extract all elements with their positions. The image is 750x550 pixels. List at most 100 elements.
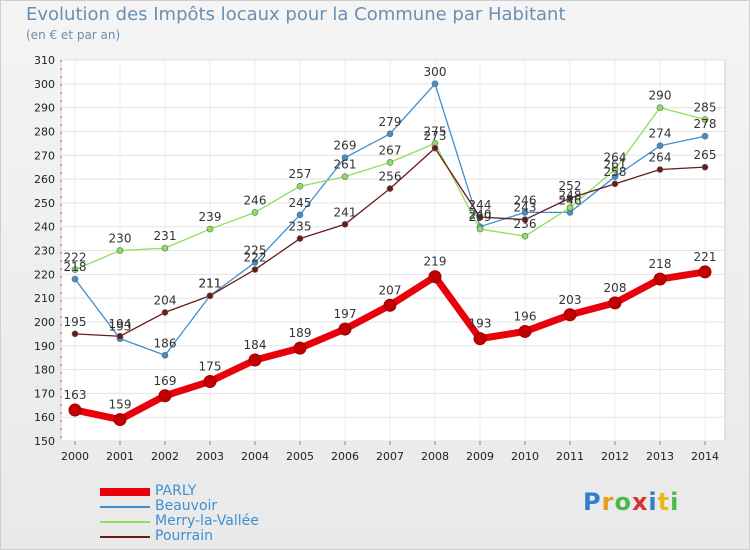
data-label: 269 — [334, 139, 357, 153]
data-point — [431, 80, 439, 88]
y-tick-label: 190 — [34, 340, 55, 353]
data-label: 221 — [694, 250, 717, 264]
data-label: 196 — [514, 309, 537, 323]
legend-swatch — [100, 488, 150, 496]
y-tick-label: 180 — [34, 364, 55, 377]
x-tick-label: 2011 — [556, 450, 584, 463]
data-point — [608, 296, 622, 310]
y-tick-label: 260 — [34, 173, 55, 186]
data-point — [566, 204, 574, 211]
y-tick-label: 280 — [34, 125, 55, 138]
proxiti-logo: Proxiti — [583, 488, 680, 516]
data-point — [611, 166, 619, 173]
data-point — [476, 225, 484, 233]
data-label: 244 — [469, 198, 492, 212]
data-label: 241 — [334, 205, 357, 219]
y-tick-label: 210 — [34, 292, 55, 305]
data-point — [116, 247, 124, 254]
data-point — [338, 322, 352, 336]
x-tick-label: 2006 — [331, 450, 359, 463]
y-tick-label: 230 — [34, 245, 55, 258]
legend-label: Beauvoir — [155, 498, 218, 514]
data-point — [611, 173, 619, 180]
data-point — [656, 104, 664, 111]
data-point — [428, 270, 442, 284]
x-tick-label: 2002 — [151, 450, 179, 463]
data-point — [71, 330, 79, 338]
data-label: 231 — [154, 229, 177, 243]
data-point — [563, 308, 577, 322]
legend-label: Pourrain — [155, 528, 213, 544]
data-label: 204 — [154, 293, 177, 307]
data-label: 218 — [64, 260, 87, 274]
data-point — [251, 259, 259, 266]
data-label: 222 — [244, 251, 267, 265]
data-point — [476, 213, 484, 221]
data-label: 264 — [604, 151, 627, 165]
data-label: 278 — [694, 117, 717, 131]
data-label: 239 — [469, 210, 492, 224]
data-label: 285 — [694, 101, 717, 115]
data-label: 208 — [604, 281, 627, 295]
data-point — [161, 351, 169, 359]
data-label: 274 — [649, 127, 672, 141]
x-tick-label: 2012 — [601, 450, 629, 463]
y-tick-label: 240 — [34, 221, 55, 234]
x-tick-label: 2013 — [646, 450, 674, 463]
data-label: 211 — [199, 277, 222, 291]
data-point — [518, 324, 532, 338]
data-point — [521, 216, 529, 223]
data-point — [521, 232, 529, 240]
data-label: 261 — [604, 158, 627, 172]
legend-label: PARLY — [155, 483, 197, 499]
data-point — [341, 221, 349, 228]
data-label: 203 — [559, 293, 582, 307]
data-point — [248, 353, 262, 367]
data-point — [386, 159, 394, 166]
data-point — [383, 298, 397, 312]
data-label: 207 — [379, 283, 402, 297]
legend-swatch — [100, 536, 150, 538]
data-point — [68, 403, 82, 417]
data-label: 219 — [424, 255, 447, 269]
data-point — [701, 132, 709, 140]
data-label: 261 — [334, 158, 357, 172]
data-point — [653, 272, 667, 286]
y-tick-label: 150 — [34, 435, 55, 448]
data-point — [473, 332, 487, 346]
data-label: 211 — [199, 277, 222, 291]
data-label: 273 — [424, 129, 447, 143]
data-label: 240 — [469, 208, 492, 222]
data-label: 243 — [514, 201, 537, 215]
data-label: 257 — [289, 167, 312, 181]
x-tick-label: 2004 — [241, 450, 269, 463]
data-label: 275 — [424, 124, 447, 138]
y-tick-label: 220 — [34, 268, 55, 281]
x-tick-label: 2010 — [511, 450, 539, 463]
data-label: 239 — [199, 210, 222, 224]
data-point — [203, 374, 217, 388]
y-tick-label: 290 — [34, 102, 55, 115]
data-point — [251, 209, 259, 216]
x-tick-label: 2014 — [691, 450, 719, 463]
data-point — [116, 332, 124, 340]
data-point — [656, 142, 664, 150]
data-point — [158, 389, 172, 403]
chart-subtitle: (en € et par an) — [26, 28, 121, 42]
data-label: 252 — [559, 179, 582, 193]
data-point — [296, 235, 304, 242]
data-point — [521, 209, 529, 216]
y-tick-label: 270 — [34, 149, 55, 162]
data-label: 193 — [469, 317, 492, 331]
data-label: 197 — [334, 307, 357, 321]
x-tick-label: 2000 — [61, 450, 89, 463]
x-tick-label: 2008 — [421, 450, 449, 463]
data-label: 246 — [559, 193, 582, 207]
data-point — [206, 292, 214, 300]
data-label: 245 — [289, 196, 312, 210]
grid-lines — [61, 59, 725, 442]
data-point — [161, 309, 169, 316]
y-tick-label: 300 — [34, 78, 55, 91]
data-point — [386, 185, 394, 192]
